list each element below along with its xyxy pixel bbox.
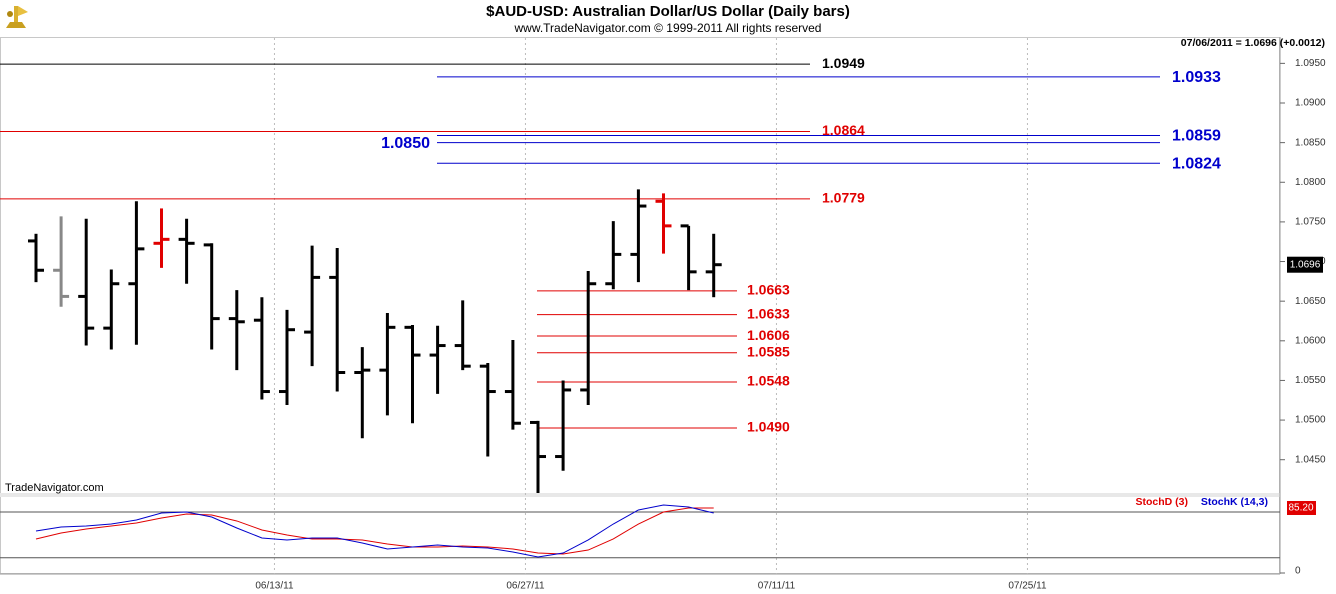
level-label: 1.0850	[381, 135, 430, 152]
chart-title: $AUD-USD: Australian Dollar/US Dollar (D…	[486, 3, 850, 20]
watermark: TradeNavigator.com	[5, 482, 104, 494]
x-tick-label: 06/13/11	[255, 581, 294, 592]
level-label: 1.0633	[747, 305, 790, 321]
logo-flag	[18, 6, 28, 16]
level-label: 1.0824	[1172, 155, 1221, 172]
y-tick-label: 1.0900	[1295, 98, 1326, 109]
legend-entry: StochD (3)	[1136, 496, 1189, 508]
chart-subtitle: www.TradeNavigator.com © 1999-2011 All r…	[514, 21, 822, 35]
y-tick-label: 1.0850	[1295, 137, 1326, 148]
level-label: 1.0859	[1172, 128, 1221, 145]
y-tick-label: 1.0500	[1295, 415, 1326, 426]
y-tick-label: 1.0650	[1295, 296, 1326, 307]
logo-mast	[14, 6, 18, 22]
logo-base	[6, 22, 26, 28]
panel-separator	[0, 493, 1280, 497]
status-line: 07/06/2011 = 1.0696 (+0.0012)	[1181, 37, 1325, 49]
level-label: 1.0949	[822, 55, 865, 71]
y-tick-label: 1.0950	[1295, 58, 1326, 69]
level-label: 1.0490	[747, 419, 790, 435]
level-label: 1.0585	[747, 343, 790, 359]
last-value-box	[1287, 500, 1316, 515]
last-value-label: 85.20	[1288, 503, 1313, 514]
logo	[6, 6, 28, 28]
y-tick-label: 1.0750	[1295, 217, 1326, 228]
level-label: 1.0663	[747, 282, 790, 298]
y-tick-label: 1.0450	[1295, 454, 1326, 465]
level-label: 1.0933	[1172, 69, 1221, 86]
last-price-box	[1287, 256, 1323, 273]
logo-dot	[7, 11, 13, 17]
y-tick-label: 1.0800	[1295, 177, 1326, 188]
stoch-line	[35, 507, 714, 555]
plot-frame	[0, 37, 1280, 574]
x-tick-label: 07/25/11	[1008, 581, 1047, 592]
y-tick-label: 0	[1295, 566, 1301, 577]
x-tick-label: 06/27/11	[506, 581, 545, 592]
y-tick-label: 1.0550	[1295, 375, 1326, 386]
level-label: 1.0548	[747, 373, 790, 389]
legend-entry: StochK (14,3)	[1201, 496, 1268, 508]
level-label: 1.0606	[747, 327, 790, 343]
stoch-line	[35, 504, 714, 558]
x-tick-label: 07/11/11	[758, 581, 796, 592]
level-label: 1.0864	[822, 122, 865, 138]
last-price-label: 1.0696	[1290, 259, 1321, 270]
level-label: 1.0779	[822, 190, 865, 206]
y-tick-label: 1.0600	[1295, 335, 1326, 346]
